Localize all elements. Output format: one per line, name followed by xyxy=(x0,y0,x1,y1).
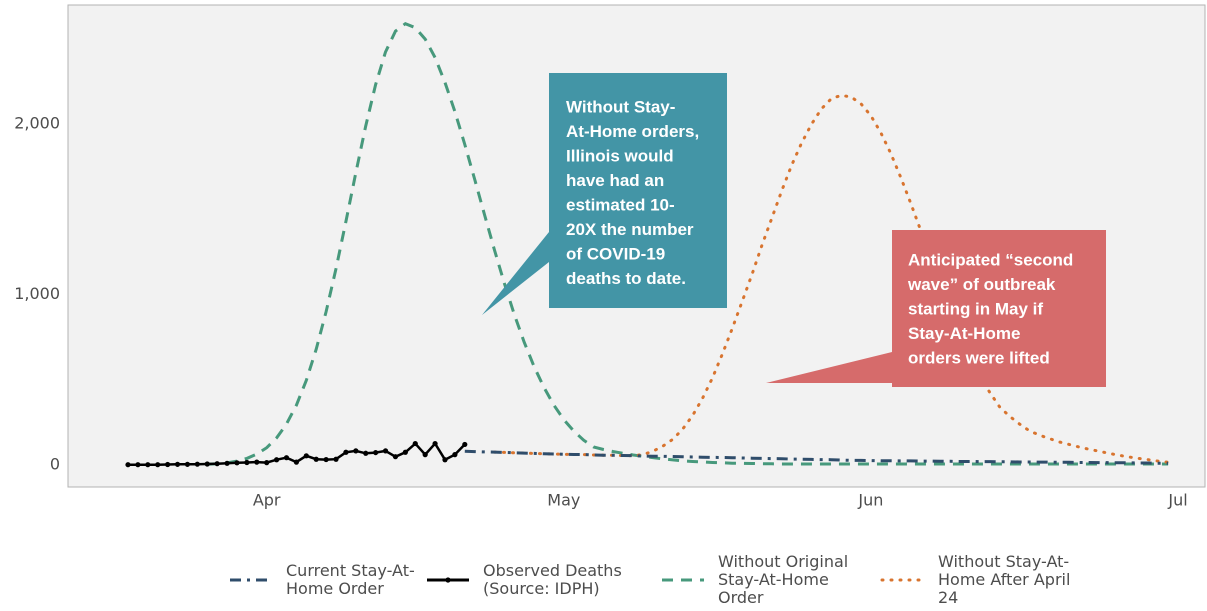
annotation-text: have had an xyxy=(566,171,664,190)
chart: Without Stay- At-Home orders, Illinois wou… xyxy=(14,4,1206,510)
annotation-text: At-Home orders, xyxy=(566,122,699,141)
data-point xyxy=(273,457,280,463)
annotation-text: deaths to date. xyxy=(566,269,686,288)
legend-label: Without Original Stay-At-Home Order xyxy=(718,551,849,607)
data-point xyxy=(293,459,299,465)
legend-item: Observed Deaths (Source: IDPH) xyxy=(425,548,653,611)
legend-swatch xyxy=(427,576,469,583)
data-point xyxy=(155,462,161,468)
data-point xyxy=(323,456,329,463)
data-point xyxy=(382,448,389,454)
data-point xyxy=(343,449,349,455)
data-point xyxy=(204,461,210,467)
data-point xyxy=(214,461,220,467)
x-tick-label: Jun xyxy=(857,491,883,510)
legend-label: Current Stay-At-Home Order xyxy=(286,560,415,598)
lines xyxy=(125,21,1170,468)
data-point xyxy=(194,461,200,467)
data-point xyxy=(135,462,141,468)
data-point xyxy=(303,453,309,459)
x-tick-label: May xyxy=(547,491,580,510)
legend-swatch xyxy=(880,578,926,581)
data-point xyxy=(254,459,260,465)
callout-box xyxy=(482,73,727,315)
annotation-text: wave” of outbreak xyxy=(907,275,1056,294)
x-tick-label: Apr xyxy=(253,491,281,510)
annotation-text: 20X the number xyxy=(566,220,694,239)
data-point xyxy=(125,462,131,468)
data-point xyxy=(412,440,418,447)
data-point xyxy=(244,459,250,466)
legend-swatch xyxy=(662,578,704,581)
legend-label: Observed Deaths (Source: IDPH) xyxy=(483,560,622,598)
data-point xyxy=(402,449,408,455)
annotation-text: Anticipated “second xyxy=(908,250,1073,269)
data-point xyxy=(165,461,171,468)
data-point xyxy=(452,452,458,458)
legend-marker xyxy=(445,576,451,583)
data-point xyxy=(283,455,290,461)
series-line xyxy=(207,21,1169,466)
y-tick-label: 0 xyxy=(50,454,60,473)
data-point xyxy=(174,461,181,467)
annotation-text: Stay-At-Home xyxy=(908,324,1020,343)
data-point xyxy=(224,460,230,466)
data-point xyxy=(313,456,319,462)
annotation-text: Illinois would xyxy=(566,146,674,165)
legend-item: Without Stay-At-Home After April 24 xyxy=(880,548,1083,611)
data-point xyxy=(363,450,369,456)
data-point xyxy=(353,448,359,454)
data-point xyxy=(145,462,151,468)
y-tick-label: 1,000 xyxy=(14,284,60,303)
data-point xyxy=(432,440,438,447)
legend-label: Without Stay-At-Home After April 24 xyxy=(938,551,1071,607)
data-point xyxy=(184,461,191,467)
y-tick-label: 2,000 xyxy=(14,114,60,133)
annotation-text: of COVID-19 xyxy=(566,244,665,263)
legend-item: Without Original Stay-At-Home Order xyxy=(660,548,853,611)
legend-item: Current Stay-At-Home Order xyxy=(228,548,426,611)
annotation-text: orders were lifted xyxy=(908,348,1050,367)
data-point xyxy=(264,460,270,466)
annotation-text: estimated 10- xyxy=(566,195,675,214)
x-tick-label: Jul xyxy=(1167,491,1187,510)
data-point xyxy=(462,441,468,448)
annotation-text: starting in May if xyxy=(908,299,1043,318)
data-point xyxy=(234,460,240,466)
data-point xyxy=(373,449,379,456)
data-point xyxy=(333,456,339,462)
annotation-text: Without Stay- xyxy=(566,97,675,116)
data-point xyxy=(392,454,399,460)
legend: Current Stay-At-Home Order Observed Death… xyxy=(0,548,1207,611)
callout-box xyxy=(766,230,1106,387)
data-point xyxy=(442,457,448,463)
legend-swatch xyxy=(230,578,272,581)
annotations: Without Stay- At-Home orders, Illinois wou… xyxy=(482,73,1106,387)
data-point xyxy=(422,452,428,458)
